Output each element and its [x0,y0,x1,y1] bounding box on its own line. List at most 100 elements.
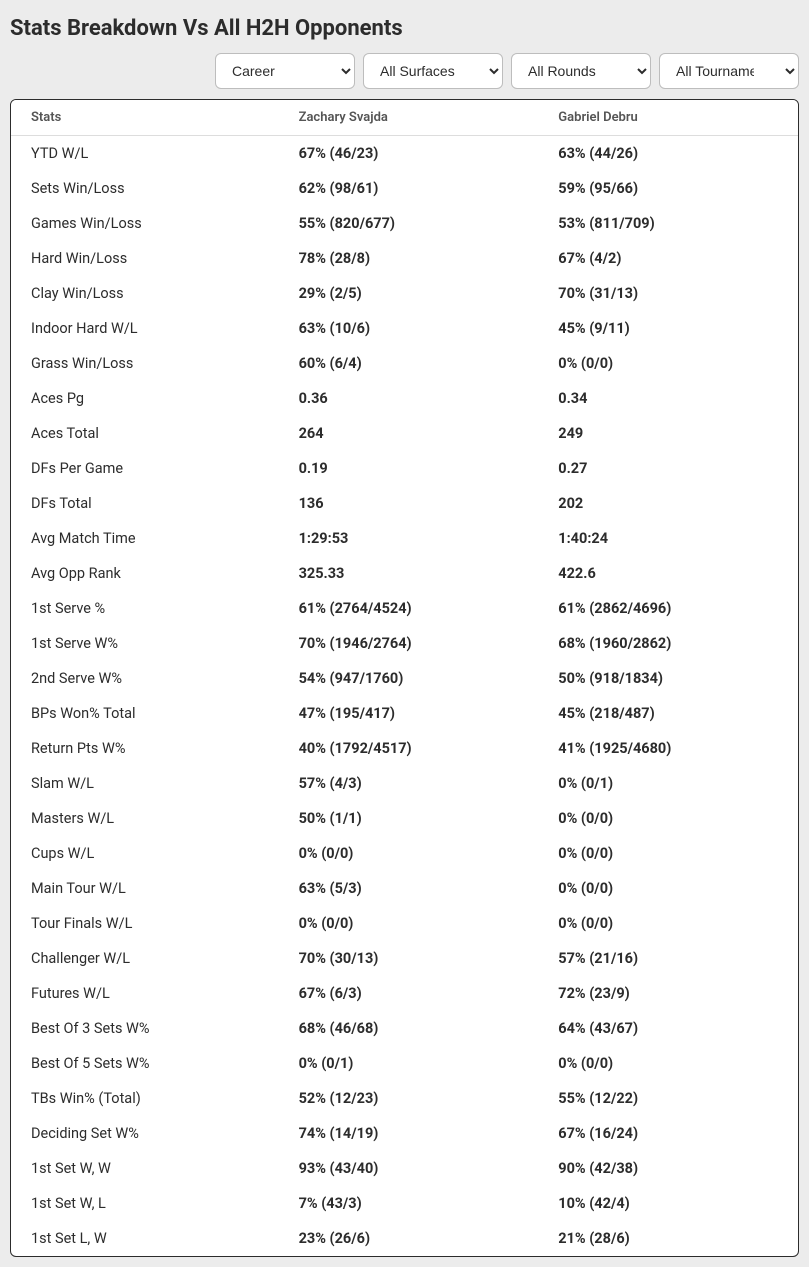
round-select[interactable]: All Rounds [511,53,651,89]
player1-value: 57% (4/3) [279,766,539,801]
player2-value: 0.27 [538,451,798,486]
table-row: Best Of 3 Sets W%68% (46/68)64% (43/67) [11,1011,798,1046]
table-row: YTD W/L67% (46/23)63% (44/26) [11,136,798,172]
stat-label: Masters W/L [11,801,279,836]
table-row: Masters W/L50% (1/1)0% (0/0) [11,801,798,836]
stat-label: Challenger W/L [11,941,279,976]
stat-label: Return Pts W% [11,731,279,766]
player1-value: 50% (1/1) [279,801,539,836]
player1-value: 55% (820/677) [279,206,539,241]
table-row: DFs Total136202 [11,486,798,521]
stat-label: Slam W/L [11,766,279,801]
player1-value: 0% (0/0) [279,836,539,871]
player2-value: 0% (0/0) [538,801,798,836]
stat-label: Grass Win/Loss [11,346,279,381]
player2-value: 249 [538,416,798,451]
stat-label: DFs Per Game [11,451,279,486]
player1-value: 67% (46/23) [279,136,539,172]
period-select[interactable]: Career [215,53,355,89]
player1-value: 7% (43/3) [279,1186,539,1221]
player2-value: 0% (0/0) [538,836,798,871]
player2-value: 70% (31/13) [538,276,798,311]
table-row: Hard Win/Loss78% (28/8)67% (4/2) [11,241,798,276]
player2-value: 41% (1925/4680) [538,731,798,766]
surface-select[interactable]: All Surfaces [363,53,503,89]
table-row: BPs Won% Total47% (195/417)45% (218/487) [11,696,798,731]
stat-label: Best Of 5 Sets W% [11,1046,279,1081]
col-stats: Stats [11,100,279,136]
stat-label: Futures W/L [11,976,279,1011]
player1-value: 0.19 [279,451,539,486]
table-row: Avg Match Time1:29:531:40:24 [11,521,798,556]
table-row: Tour Finals W/L0% (0/0)0% (0/0) [11,906,798,941]
stat-label: Tour Finals W/L [11,906,279,941]
table-row: Futures W/L67% (6/3)72% (23/9) [11,976,798,1011]
stat-label: Aces Total [11,416,279,451]
player2-value: 202 [538,486,798,521]
player1-value: 47% (195/417) [279,696,539,731]
player2-value: 422.6 [538,556,798,591]
player2-value: 0% (0/0) [538,871,798,906]
stat-label: 2nd Serve W% [11,661,279,696]
stat-label: 1st Set L, W [11,1221,279,1256]
table-row: Aces Total264249 [11,416,798,451]
table-row: Best Of 5 Sets W%0% (0/1)0% (0/0) [11,1046,798,1081]
table-row: DFs Per Game0.190.27 [11,451,798,486]
player2-value: 0% (0/1) [538,766,798,801]
player2-value: 0.34 [538,381,798,416]
stat-label: Deciding Set W% [11,1116,279,1151]
player1-value: 70% (30/13) [279,941,539,976]
player2-value: 63% (44/26) [538,136,798,172]
col-player1: Zachary Svajda [279,100,539,136]
player2-value: 72% (23/9) [538,976,798,1011]
player1-value: 0.36 [279,381,539,416]
player2-value: 10% (42/4) [538,1186,798,1221]
col-player2: Gabriel Debru [538,100,798,136]
table-row: 1st Set L, W23% (26/6)21% (28/6) [11,1221,798,1256]
stat-label: Sets Win/Loss [11,171,279,206]
player2-value: 1:40:24 [538,521,798,556]
player2-value: 67% (16/24) [538,1116,798,1151]
table-row: Slam W/L57% (4/3)0% (0/1) [11,766,798,801]
stat-label: Best Of 3 Sets W% [11,1011,279,1046]
table-row: Grass Win/Loss60% (6/4)0% (0/0) [11,346,798,381]
player1-value: 325.33 [279,556,539,591]
table-row: 2nd Serve W%54% (947/1760)50% (918/1834) [11,661,798,696]
player1-value: 54% (947/1760) [279,661,539,696]
player1-value: 52% (12/23) [279,1081,539,1116]
stat-label: BPs Won% Total [11,696,279,731]
player1-value: 70% (1946/2764) [279,626,539,661]
stats-card: Stats Zachary Svajda Gabriel Debru YTD W… [10,99,799,1257]
player2-value: 21% (28/6) [538,1221,798,1256]
player1-value: 23% (26/6) [279,1221,539,1256]
player1-value: 0% (0/0) [279,906,539,941]
page-title: Stats Breakdown Vs All H2H Opponents [10,16,799,41]
stat-label: 1st Serve % [11,591,279,626]
player2-value: 57% (21/16) [538,941,798,976]
player1-value: 74% (14/19) [279,1116,539,1151]
table-row: TBs Win% (Total)52% (12/23)55% (12/22) [11,1081,798,1116]
player1-value: 67% (6/3) [279,976,539,1011]
player1-value: 63% (10/6) [279,311,539,346]
tournament-select[interactable]: All Tournaments [659,53,799,89]
player2-value: 0% (0/0) [538,1046,798,1081]
table-row: Challenger W/L70% (30/13)57% (21/16) [11,941,798,976]
player2-value: 64% (43/67) [538,1011,798,1046]
player2-value: 0% (0/0) [538,906,798,941]
table-row: Games Win/Loss55% (820/677)53% (811/709) [11,206,798,241]
player1-value: 62% (98/61) [279,171,539,206]
player2-value: 59% (95/66) [538,171,798,206]
table-row: Main Tour W/L63% (5/3)0% (0/0) [11,871,798,906]
player1-value: 68% (46/68) [279,1011,539,1046]
filter-bar: Career All Surfaces All Rounds All Tourn… [10,53,799,89]
player2-value: 53% (811/709) [538,206,798,241]
table-row: 1st Set W, L7% (43/3)10% (42/4) [11,1186,798,1221]
stat-label: Hard Win/Loss [11,241,279,276]
stat-label: Aces Pg [11,381,279,416]
stat-label: YTD W/L [11,136,279,172]
player1-value: 40% (1792/4517) [279,731,539,766]
player2-value: 45% (218/487) [538,696,798,731]
player2-value: 68% (1960/2862) [538,626,798,661]
player1-value: 60% (6/4) [279,346,539,381]
table-row: Aces Pg0.360.34 [11,381,798,416]
